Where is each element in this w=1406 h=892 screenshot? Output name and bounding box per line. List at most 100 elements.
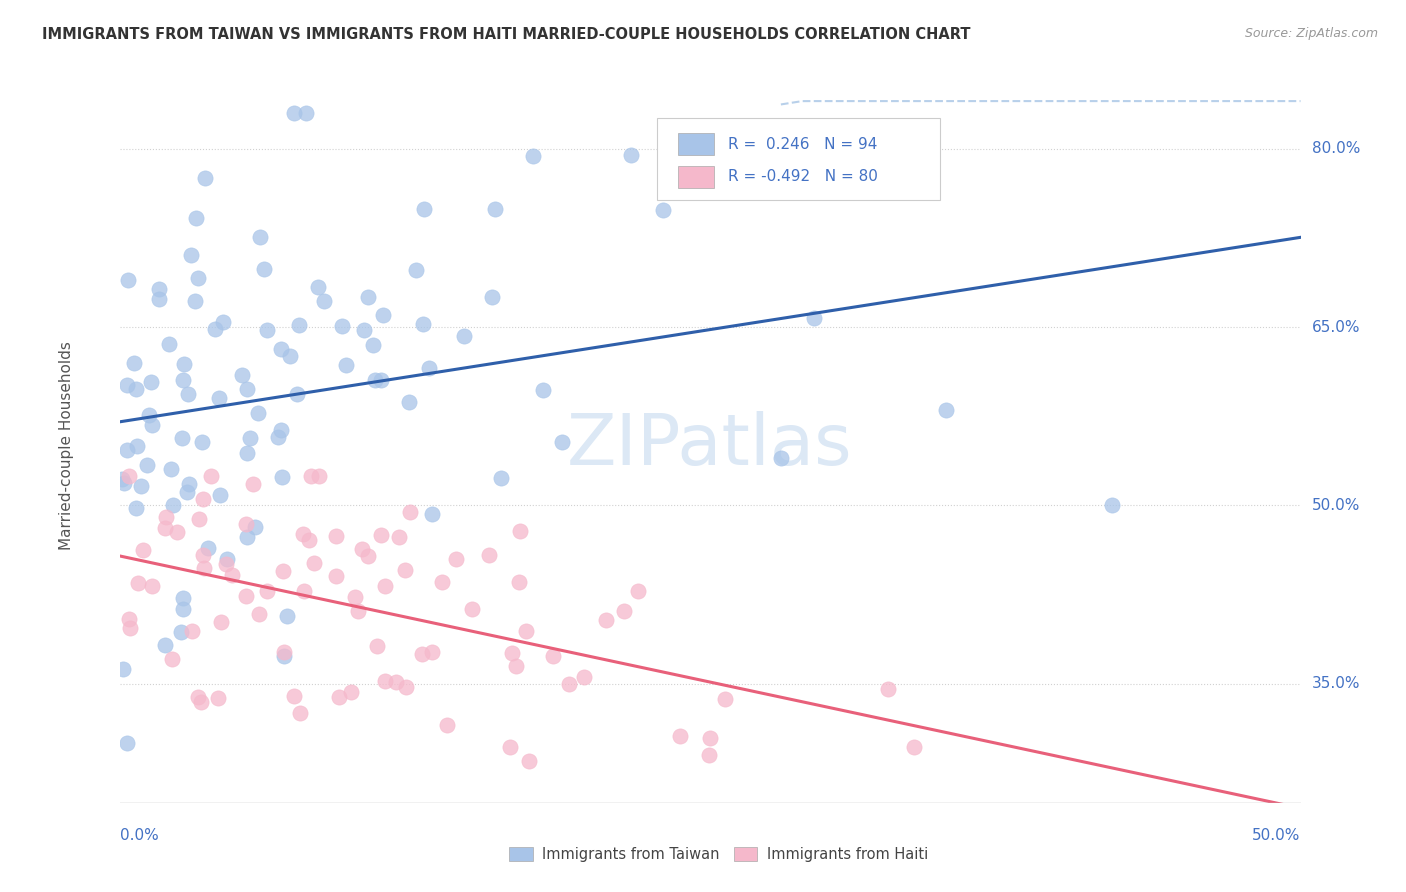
Point xyxy=(413,202,436,216)
Point xyxy=(620,148,643,162)
Point xyxy=(247,607,270,621)
Text: IMMIGRANTS FROM TAIWAN VS IMMIGRANTS FROM HAITI MARRIED-COUPLE HOUSEHOLDS CORREL: IMMIGRANTS FROM TAIWAN VS IMMIGRANTS FRO… xyxy=(42,27,970,42)
Point xyxy=(236,530,259,544)
Point xyxy=(141,375,163,389)
Point xyxy=(551,435,574,450)
Point xyxy=(357,549,380,563)
Point xyxy=(125,439,148,453)
Point xyxy=(273,645,295,659)
Point xyxy=(159,462,181,476)
Point xyxy=(115,377,138,392)
Point xyxy=(364,373,387,387)
Point xyxy=(209,488,232,502)
Point xyxy=(172,591,194,606)
Point xyxy=(405,262,427,277)
Point xyxy=(436,718,458,732)
Point xyxy=(135,458,157,472)
Point xyxy=(308,468,330,483)
Point xyxy=(253,261,276,276)
Point xyxy=(283,689,305,703)
Point xyxy=(370,373,392,387)
Point xyxy=(453,329,475,343)
Point xyxy=(112,662,135,676)
Point xyxy=(191,491,214,506)
Point xyxy=(361,338,384,352)
Point xyxy=(357,291,380,305)
Point xyxy=(344,590,367,604)
Point xyxy=(371,308,394,322)
Point xyxy=(153,521,176,535)
Point xyxy=(221,568,243,582)
Point xyxy=(141,579,163,593)
Point xyxy=(350,541,373,556)
Point xyxy=(209,615,232,629)
Point xyxy=(278,350,301,364)
Text: Immigrants from Taiwan: Immigrants from Taiwan xyxy=(543,847,720,862)
Point xyxy=(499,739,522,754)
Point xyxy=(803,311,825,326)
Point xyxy=(266,430,288,444)
Point xyxy=(478,548,501,562)
Point xyxy=(132,542,155,557)
Point xyxy=(207,691,229,706)
Point xyxy=(271,470,294,484)
Point xyxy=(187,511,209,525)
Point xyxy=(141,417,163,432)
Point xyxy=(489,471,512,485)
Point xyxy=(200,468,222,483)
FancyBboxPatch shape xyxy=(678,133,714,154)
Point xyxy=(347,604,370,618)
Point xyxy=(148,292,170,306)
Point xyxy=(273,648,295,663)
Point xyxy=(217,552,239,566)
Point xyxy=(270,342,292,356)
Text: Married-couple Households: Married-couple Households xyxy=(59,342,75,550)
Point xyxy=(166,524,188,539)
Point xyxy=(180,248,202,262)
Point xyxy=(412,317,434,331)
Point xyxy=(307,279,329,293)
Point xyxy=(115,443,138,458)
Point xyxy=(247,406,270,420)
Point xyxy=(186,211,208,225)
Point xyxy=(509,524,531,538)
Text: 35.0%: 35.0% xyxy=(1312,676,1360,691)
Point xyxy=(298,533,321,548)
Point xyxy=(187,270,209,285)
Point xyxy=(288,318,311,333)
Point xyxy=(190,695,212,709)
Text: Source: ZipAtlas.com: Source: ZipAtlas.com xyxy=(1244,27,1378,40)
FancyBboxPatch shape xyxy=(734,847,758,862)
Point xyxy=(595,613,617,627)
Point xyxy=(935,403,957,417)
Point xyxy=(302,557,325,571)
Point xyxy=(385,674,408,689)
Point xyxy=(204,322,226,336)
Point xyxy=(191,434,214,449)
Point xyxy=(292,584,315,599)
Point xyxy=(283,106,305,120)
Point xyxy=(270,424,292,438)
Point xyxy=(508,575,530,590)
Point xyxy=(239,431,262,445)
Point xyxy=(388,530,411,544)
Point xyxy=(271,564,294,578)
Point xyxy=(541,649,564,664)
Point xyxy=(299,468,322,483)
Point xyxy=(193,561,215,575)
Point xyxy=(173,357,195,371)
Point xyxy=(420,645,443,659)
Point xyxy=(669,729,692,743)
Text: R = -0.492   N = 80: R = -0.492 N = 80 xyxy=(728,169,877,185)
Point xyxy=(626,583,648,598)
Point xyxy=(129,479,152,493)
Point xyxy=(501,646,523,660)
Point xyxy=(235,589,257,603)
Point xyxy=(398,505,420,519)
Text: 50.0%: 50.0% xyxy=(1253,828,1301,843)
Point xyxy=(181,624,204,638)
Point xyxy=(395,681,418,695)
Point xyxy=(697,747,720,762)
FancyBboxPatch shape xyxy=(678,166,714,187)
Point xyxy=(398,395,420,409)
